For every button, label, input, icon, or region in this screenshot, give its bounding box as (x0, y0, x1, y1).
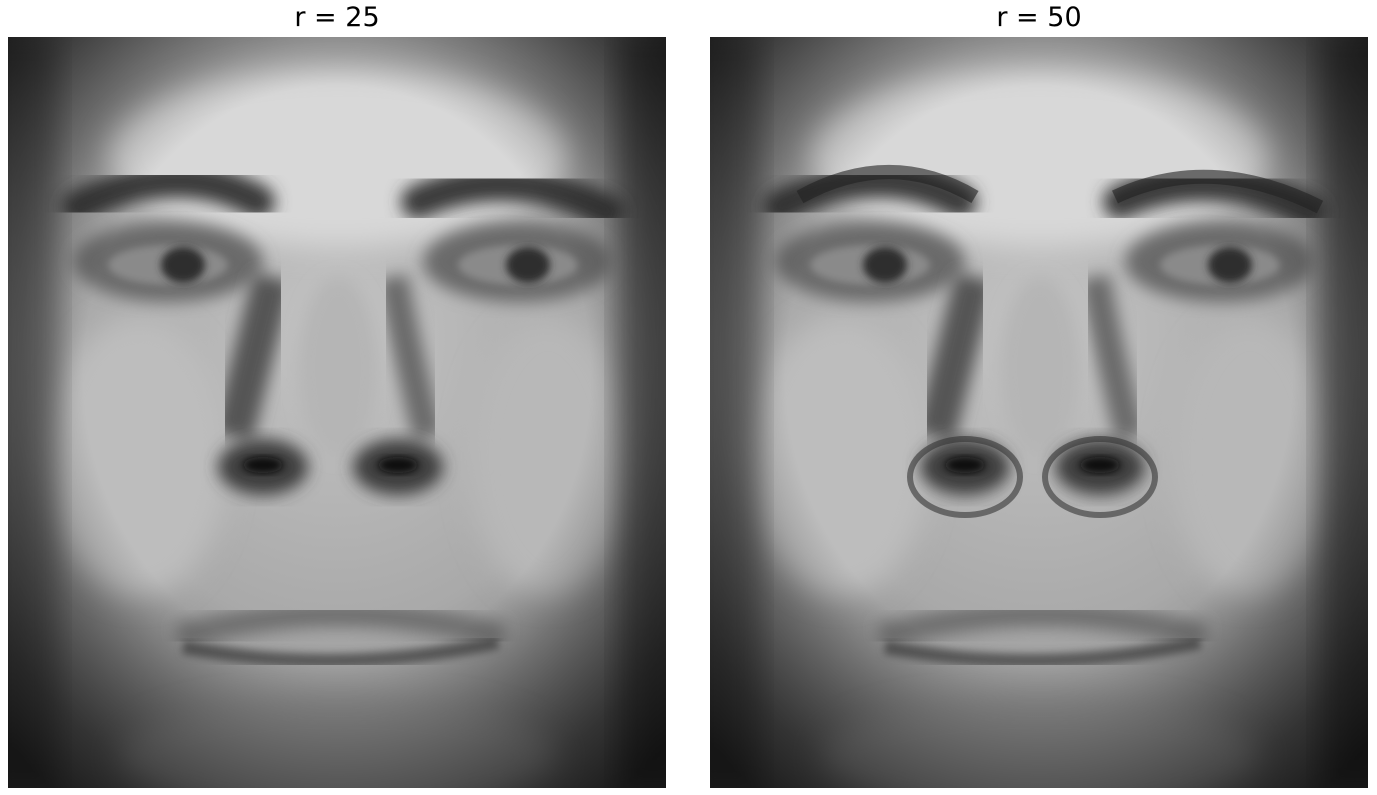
panel-title: r = 25 (294, 2, 380, 33)
face-image (8, 37, 666, 788)
face-image-svg (710, 37, 1368, 788)
panel-title: r = 50 (996, 2, 1082, 33)
reconstruction-panel-r25: r = 25 (8, 0, 666, 795)
face-image (710, 37, 1368, 788)
face-image-svg (8, 37, 666, 788)
reconstruction-panel-r50: r = 50 (710, 0, 1368, 795)
